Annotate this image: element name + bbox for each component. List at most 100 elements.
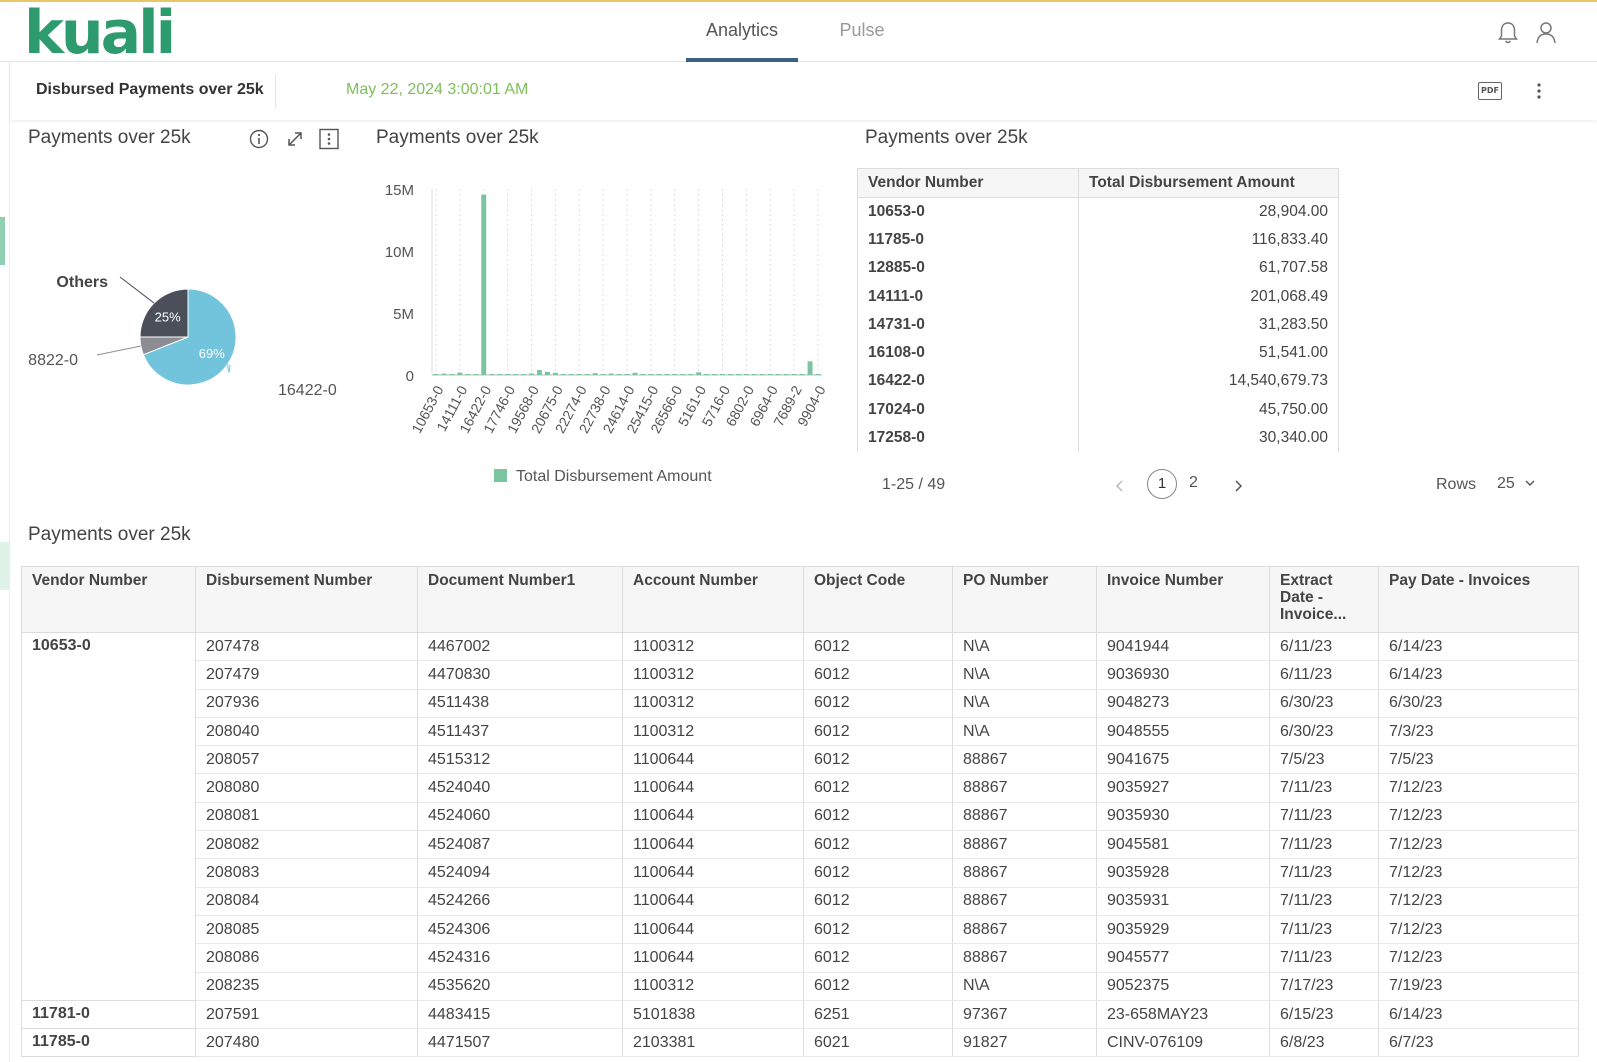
bar[interactable] [521, 374, 527, 375]
pdf-export-icon[interactable]: PDF [1478, 82, 1502, 100]
bar[interactable] [648, 374, 654, 375]
bar[interactable] [704, 374, 710, 375]
table-row[interactable]: 208084 4524266 1100644 6012 88867 9035931 7/11… [22, 887, 1579, 916]
table-row[interactable]: 208082 4524087 1100644 6012 88867 9045581 7/11… [22, 830, 1579, 860]
bar[interactable] [720, 374, 725, 375]
column-header[interactable]: Disbursement Number [195, 566, 418, 633]
user-icon[interactable] [1534, 20, 1558, 46]
vendor-row[interactable]: 12885-0 61,707.58 [857, 254, 1339, 283]
bar[interactable] [672, 374, 678, 375]
next-page-icon[interactable] [1232, 478, 1244, 494]
tab-analytics[interactable]: Analytics [686, 20, 798, 62]
table-row[interactable]: 208040 4511437 1100312 6012 N\A 9048555 6/30/2… [22, 717, 1579, 747]
bar[interactable] [712, 374, 718, 375]
more-icon[interactable] [318, 128, 340, 150]
bar[interactable] [751, 374, 757, 375]
vendor-row[interactable]: 16108-0 51,541.00 [857, 338, 1339, 368]
table-row[interactable]: 208083 4524094 1100644 6012 88867 9035928 7/11… [22, 858, 1579, 888]
vendor-row[interactable]: 16422-0 14,540,679.73 [857, 367, 1339, 396]
bar[interactable] [433, 374, 439, 375]
column-header[interactable]: Account Number [622, 566, 804, 633]
bell-icon[interactable] [1496, 20, 1520, 46]
page-button-2[interactable]: 2 [1189, 474, 1198, 491]
bar[interactable] [616, 374, 622, 375]
bar[interactable] [568, 374, 574, 375]
table-row[interactable]: 208080 4524040 1100644 6012 88867 9035927 7/11… [22, 773, 1579, 803]
table-row[interactable]: 208057 4515312 1100644 6012 88867 9041675 7/5/… [22, 745, 1579, 775]
bar[interactable] [441, 373, 447, 375]
bar[interactable] [529, 373, 534, 375]
vendor-row[interactable]: 14111-0 201,068.49 [857, 282, 1339, 311]
bar[interactable] [576, 374, 582, 375]
table-row[interactable]: 207936 4511438 1100312 6012 N\A 9048273 6/30/2… [22, 689, 1579, 718]
table-row[interactable]: 208086 4524316 1100644 6012 88867 9045577 7/11… [22, 943, 1579, 973]
bar[interactable] [696, 372, 702, 375]
column-header-vendor-number[interactable]: Vendor Number [857, 168, 1079, 198]
bar[interactable] [783, 374, 789, 375]
bar[interactable] [735, 374, 741, 375]
bar[interactable] [552, 372, 558, 375]
column-header[interactable]: Pay Date - Invoices [1378, 566, 1579, 633]
bar[interactable] [449, 374, 455, 375]
table-row[interactable]: 11781-0 207591 4483415 5101838 6251 97367 23-6… [21, 1000, 1579, 1030]
page-button-1[interactable]: 1 [1147, 469, 1177, 499]
vendor-row[interactable]: 14731-0 31,283.50 [857, 310, 1339, 339]
tab-pulse[interactable]: Pulse [822, 20, 902, 62]
bar[interactable] [640, 374, 646, 375]
column-header-total-disbursement[interactable]: Total Disbursement Amount [1078, 168, 1339, 198]
bar[interactable] [505, 374, 511, 375]
bar[interactable] [791, 374, 797, 375]
bar[interactable] [759, 374, 765, 375]
column-header[interactable]: PO Number [952, 566, 1097, 633]
pie-slice[interactable] [142, 288, 237, 386]
bar[interactable] [592, 373, 598, 375]
bar[interactable] [513, 374, 519, 375]
bar[interactable] [767, 374, 773, 375]
bar[interactable] [465, 374, 471, 375]
column-header[interactable]: Object Code [803, 566, 953, 633]
bar[interactable] [473, 374, 479, 375]
table-row[interactable]: 208235 4535620 1100312 6012 N\A 9052375 7/17/2… [22, 972, 1579, 1001]
table-row[interactable]: 10653-0 207478 4467002 1100312 6012 N\A 904194… [21, 632, 1579, 1001]
bar[interactable] [608, 373, 614, 375]
info-icon[interactable] [248, 128, 270, 150]
column-header[interactable]: Extract Date - Invoice... [1269, 566, 1379, 633]
bar[interactable] [743, 374, 749, 375]
table-row[interactable]: 207479 4470830 1100312 6012 N\A 9036930 6/11/2… [22, 660, 1579, 690]
bar[interactable] [481, 194, 487, 375]
bar[interactable] [497, 374, 503, 375]
table-row[interactable]: 208081 4524060 1100644 6012 88867 9035930 7/11… [22, 802, 1579, 832]
expand-icon[interactable] [284, 128, 306, 150]
bar[interactable] [624, 374, 630, 375]
bar[interactable] [799, 374, 805, 375]
prev-page-icon[interactable] [1114, 478, 1126, 494]
column-header[interactable]: Vendor Number [21, 566, 196, 633]
bar[interactable] [807, 361, 813, 375]
vendor-row[interactable]: 11785-0 116,833.40 [857, 225, 1339, 255]
bar[interactable] [457, 372, 463, 375]
vertical-dots-icon[interactable] [1534, 80, 1544, 102]
bar[interactable] [815, 374, 821, 375]
table-row[interactable]: 11785-0 207480 4471507 2103381 6021 91827 CINV… [21, 1028, 1579, 1058]
bar[interactable] [632, 372, 638, 375]
bar[interactable] [680, 374, 686, 375]
vendor-row[interactable]: 17258-0 30,340.00 [857, 423, 1339, 453]
bar[interactable] [600, 374, 606, 375]
vendor-row[interactable]: 10653-0 28,904.00 [857, 197, 1339, 226]
rows-per-page-select[interactable]: 25 [1497, 475, 1536, 493]
bar[interactable] [544, 371, 550, 375]
rail-expand-handle[interactable] [0, 542, 10, 590]
bar[interactable] [536, 370, 542, 375]
bar[interactable] [664, 374, 670, 375]
bar[interactable] [489, 374, 495, 375]
bar[interactable] [656, 374, 662, 375]
bar[interactable] [560, 374, 566, 375]
table-row[interactable]: 208085 4524306 1100644 6012 88867 9035929 7/11… [22, 915, 1579, 945]
bar[interactable] [688, 374, 694, 375]
kuali-logo[interactable]: kuali [24, 0, 176, 68]
bar[interactable] [584, 374, 590, 375]
column-header[interactable]: Document Number1 [417, 566, 623, 633]
bar[interactable] [775, 374, 781, 375]
bar[interactable] [727, 374, 733, 375]
legend-label[interactable]: Total Disbursement Amount [516, 468, 712, 485]
